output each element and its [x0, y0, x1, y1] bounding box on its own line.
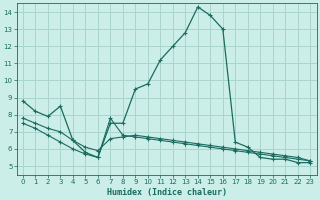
- X-axis label: Humidex (Indice chaleur): Humidex (Indice chaleur): [107, 188, 227, 197]
